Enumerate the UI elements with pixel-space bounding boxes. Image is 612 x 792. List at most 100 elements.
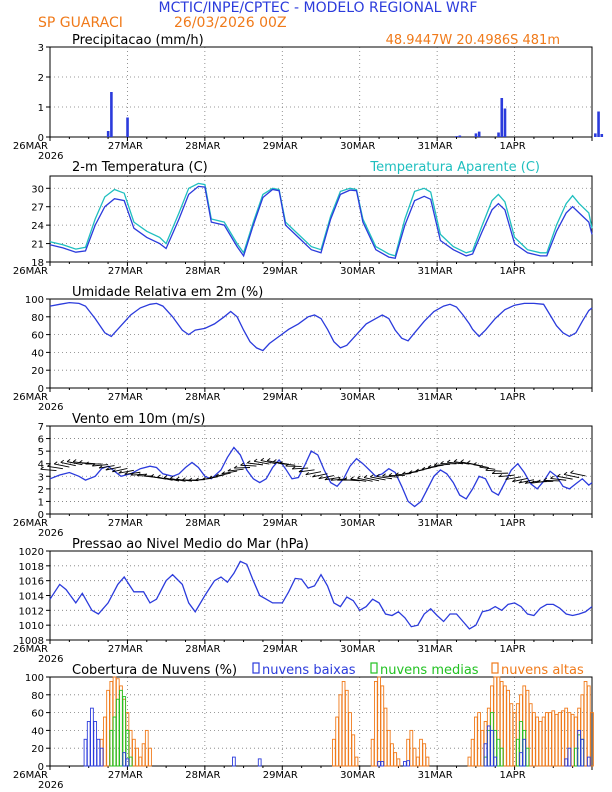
y-tick-label: 80 bbox=[31, 313, 44, 324]
wind-arrow-head bbox=[518, 480, 523, 484]
wind-arrow bbox=[112, 468, 128, 473]
high-cloud-bar bbox=[380, 685, 385, 767]
high-cloud-bar bbox=[415, 756, 420, 767]
y-tick-label: 2 bbox=[38, 485, 44, 496]
wind-arrow bbox=[60, 461, 76, 467]
high-cloud-bar bbox=[338, 694, 343, 767]
wind-arrow-head bbox=[285, 463, 289, 467]
wind-arrow bbox=[318, 475, 334, 480]
x-year-label: 2026 bbox=[38, 528, 63, 539]
x-year-label: 2026 bbox=[38, 780, 63, 791]
y-tick-label: 6 bbox=[38, 435, 44, 446]
y-tick-label: 24 bbox=[31, 221, 44, 232]
high-cloud-bar bbox=[135, 747, 139, 767]
wind-arrow-head bbox=[273, 459, 277, 463]
wind-arrow-head bbox=[266, 458, 271, 461]
low-cloud-bar bbox=[493, 756, 498, 767]
low-cloud-bar bbox=[519, 752, 523, 767]
wind-arrow-head bbox=[98, 465, 103, 469]
x-tick-label: 29MAR bbox=[263, 644, 298, 655]
wind-arrow bbox=[92, 464, 109, 467]
wind-arrow bbox=[260, 460, 276, 465]
high-cloud-bar bbox=[564, 707, 569, 767]
x-tick-label: 28MAR bbox=[185, 644, 220, 655]
x-tick-label: 26MAR bbox=[13, 770, 48, 781]
x-tick-label: 26MAR bbox=[13, 392, 48, 403]
y-tick-label: 1018 bbox=[19, 562, 44, 573]
wind-arrow-head bbox=[227, 468, 232, 472]
wind-arrow-head bbox=[279, 461, 283, 464]
wind-arrow-head bbox=[550, 475, 554, 479]
wind-arrow-head bbox=[485, 467, 490, 471]
wind-arrow bbox=[453, 461, 470, 465]
wind-arrow bbox=[209, 474, 225, 479]
low-cloud-bar bbox=[490, 729, 494, 767]
wind-arrow-head bbox=[240, 462, 244, 466]
precipitation-bar bbox=[106, 131, 110, 137]
wind-arrow-head bbox=[60, 459, 65, 463]
medium-cloud-bar bbox=[496, 738, 501, 767]
wind-arrow-head bbox=[350, 476, 354, 480]
wind-arrow bbox=[105, 466, 122, 471]
wind-arrow-head bbox=[305, 472, 310, 476]
x-tick-label: 1APR bbox=[499, 644, 525, 655]
high-cloud-bar bbox=[396, 758, 401, 767]
panel-title-pressure: Pressao ao Nivel Medio do Mar (hPa) bbox=[72, 537, 309, 552]
wind-arrow bbox=[234, 467, 251, 469]
y-tick-label: 0 bbox=[38, 510, 44, 521]
wind-arrow-head bbox=[453, 459, 458, 462]
x-tick-label: 27MAR bbox=[108, 770, 143, 781]
y-tick-label: 1016 bbox=[19, 577, 44, 588]
x-tick-label: 1APR bbox=[499, 518, 525, 529]
y-tick-label: 5 bbox=[38, 447, 44, 458]
high-cloud-bar bbox=[470, 738, 475, 767]
x-tick-label: 26MAR bbox=[13, 266, 48, 277]
x-tick-label: 31MAR bbox=[418, 770, 453, 781]
wind-arrow bbox=[170, 478, 186, 482]
wind-arrow-head bbox=[343, 477, 348, 481]
wind-arrow-head bbox=[150, 473, 155, 477]
low-cloud-bar bbox=[567, 747, 572, 767]
wind-arrow-head bbox=[247, 460, 251, 464]
y-tick-label: 1020 bbox=[19, 547, 44, 558]
y-tick-label: 100 bbox=[25, 673, 44, 684]
plot-frame bbox=[49, 676, 593, 767]
wind-arrow bbox=[427, 464, 444, 468]
legend-high-clouds: nuvens altas bbox=[501, 663, 584, 678]
high-cloud-bar bbox=[554, 713, 559, 767]
high-cloud-bar bbox=[141, 743, 146, 767]
y-tick-label: 4 bbox=[38, 460, 44, 471]
y-tick-label: 1014 bbox=[19, 592, 44, 603]
low-cloud-bar bbox=[522, 738, 527, 767]
wind-arrow-head bbox=[395, 472, 399, 476]
high-cloud-bar bbox=[561, 710, 565, 767]
wind-speed-line bbox=[49, 446, 593, 508]
wind-arrow bbox=[227, 468, 244, 472]
y-tick-label: 60 bbox=[31, 331, 44, 342]
x-tick-label: 29MAR bbox=[263, 518, 298, 529]
wind-arrow-head bbox=[446, 459, 451, 463]
high-cloud-bar bbox=[332, 738, 336, 767]
wind-arrow bbox=[370, 476, 386, 481]
x-tick-label: 31MAR bbox=[418, 644, 453, 655]
precipitation-bar bbox=[594, 133, 597, 137]
wind-arrow bbox=[215, 472, 231, 477]
wind-arrow-head bbox=[208, 475, 213, 479]
wind-arrow-head bbox=[118, 470, 122, 474]
low-cloud-bar bbox=[564, 758, 569, 767]
header-location: SP GUARACI bbox=[38, 15, 123, 31]
x-tick-label: 28MAR bbox=[185, 770, 220, 781]
high-cloud-bar bbox=[557, 712, 562, 767]
wind-arrow-head bbox=[253, 458, 258, 462]
y-tick-label: 21 bbox=[31, 240, 44, 251]
plot-frame bbox=[49, 298, 593, 389]
high-cloud-bar bbox=[474, 716, 478, 767]
panel-title-wind: Vento em 10m (m/s) bbox=[72, 412, 205, 427]
wind-arrow bbox=[363, 477, 380, 482]
high-cloud-bar bbox=[506, 689, 510, 767]
medium-cloud-bar bbox=[128, 756, 133, 767]
wind-arrow-head bbox=[498, 474, 503, 478]
wind-arrow-head bbox=[91, 463, 96, 467]
high-cloud-bar bbox=[422, 743, 427, 767]
x-tick-label: 28MAR bbox=[185, 392, 220, 403]
